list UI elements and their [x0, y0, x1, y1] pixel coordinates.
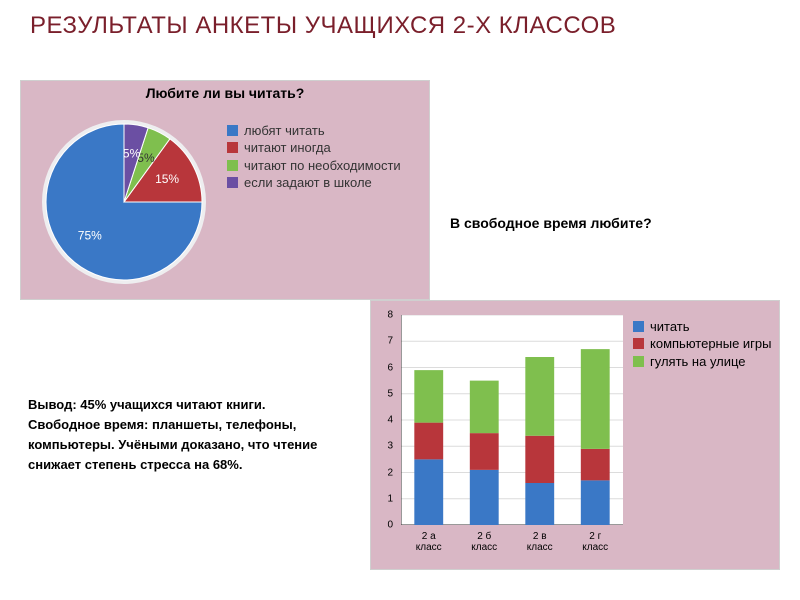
- y-tick-label: 6: [387, 362, 393, 373]
- bar-segment: [414, 459, 443, 525]
- legend-swatch: [227, 125, 238, 136]
- legend-item: читать: [633, 319, 773, 334]
- pie-slice-label: 75%: [78, 228, 102, 242]
- x-tick-label: 2 бкласс: [457, 531, 513, 553]
- bar-segment: [414, 423, 443, 460]
- page-title: РЕЗУЛЬТАТЫ АНКЕТЫ УЧАЩИХСЯ 2-Х КЛАССОВ: [30, 12, 770, 40]
- bar-segment: [414, 370, 443, 423]
- legend-label: если задают в школе: [244, 175, 372, 190]
- legend-label: любят читать: [244, 123, 325, 138]
- x-tick-label: 2 гкласс: [568, 531, 624, 553]
- legend-item: любят читать: [227, 123, 417, 138]
- legend-label: гулять на улице: [650, 354, 746, 369]
- y-tick-label: 1: [387, 493, 393, 504]
- legend-swatch: [227, 177, 238, 188]
- legend-label: читают иногда: [244, 140, 331, 155]
- legend-label: читать: [650, 319, 690, 334]
- legend-swatch: [633, 321, 644, 332]
- y-tick-label: 2: [387, 467, 393, 478]
- bar-segment: [470, 433, 499, 470]
- y-tick-label: 4: [387, 415, 393, 426]
- pie-legend: любят читать читают иногда читают по необх…: [227, 123, 417, 192]
- x-tick-label: 2 вкласс: [512, 531, 568, 553]
- legend-swatch: [227, 142, 238, 153]
- legend-item: гулять на улице: [633, 354, 773, 369]
- bar-segment: [581, 449, 610, 481]
- y-tick-label: 8: [387, 310, 393, 321]
- legend-item: читают иногда: [227, 140, 417, 155]
- bar-legend: читать компьютерные игры гулять на улице: [633, 319, 773, 371]
- bar-segment: [581, 480, 610, 525]
- y-tick-label: 7: [387, 336, 393, 347]
- bar-x-axis-labels: 2 акласс2 бкласс2 вкласс2 гкласс: [401, 531, 623, 553]
- pie-chart-panel: Любите ли вы читать? 75%15%5%5% любят чи…: [20, 80, 430, 300]
- bar-segment: [525, 357, 554, 436]
- pie-chart: 75%15%5%5%: [39, 117, 209, 287]
- bar-segment: [525, 436, 554, 483]
- pie-chart-title: Любите ли вы читать?: [21, 85, 429, 101]
- legend-swatch: [633, 356, 644, 367]
- legend-label: компьютерные игры: [650, 336, 772, 351]
- legend-item: если задают в школе: [227, 175, 417, 190]
- bar-chart: [401, 315, 623, 525]
- legend-swatch: [633, 338, 644, 349]
- legend-item: читают по необходимости: [227, 158, 417, 173]
- bar-chart-question: В свободное время любите?: [450, 215, 652, 231]
- pie-slice-label: 5%: [123, 146, 141, 160]
- legend-label: читают по необходимости: [244, 158, 401, 173]
- bar-segment: [470, 470, 499, 525]
- legend-item: компьютерные игры: [633, 336, 773, 351]
- pie-slice-label: 15%: [155, 172, 179, 186]
- y-tick-label: 3: [387, 441, 393, 452]
- x-tick-label: 2 акласс: [401, 531, 457, 553]
- bar-y-axis-labels: 012345678: [371, 315, 397, 525]
- y-tick-label: 5: [387, 388, 393, 399]
- conclusion-text: Вывод: 45% учащихся читают книги. Свобод…: [28, 395, 338, 476]
- bar-segment: [525, 483, 554, 525]
- bar-segment: [470, 381, 499, 434]
- bar-chart-panel: 0 1 2 3 4 5 6 7 8 2 акласс2 бкласс2 вкласс2 гкла…: [370, 300, 780, 570]
- y-tick-label: 0: [387, 520, 393, 531]
- bar-segment: [581, 349, 610, 449]
- legend-swatch: [227, 160, 238, 171]
